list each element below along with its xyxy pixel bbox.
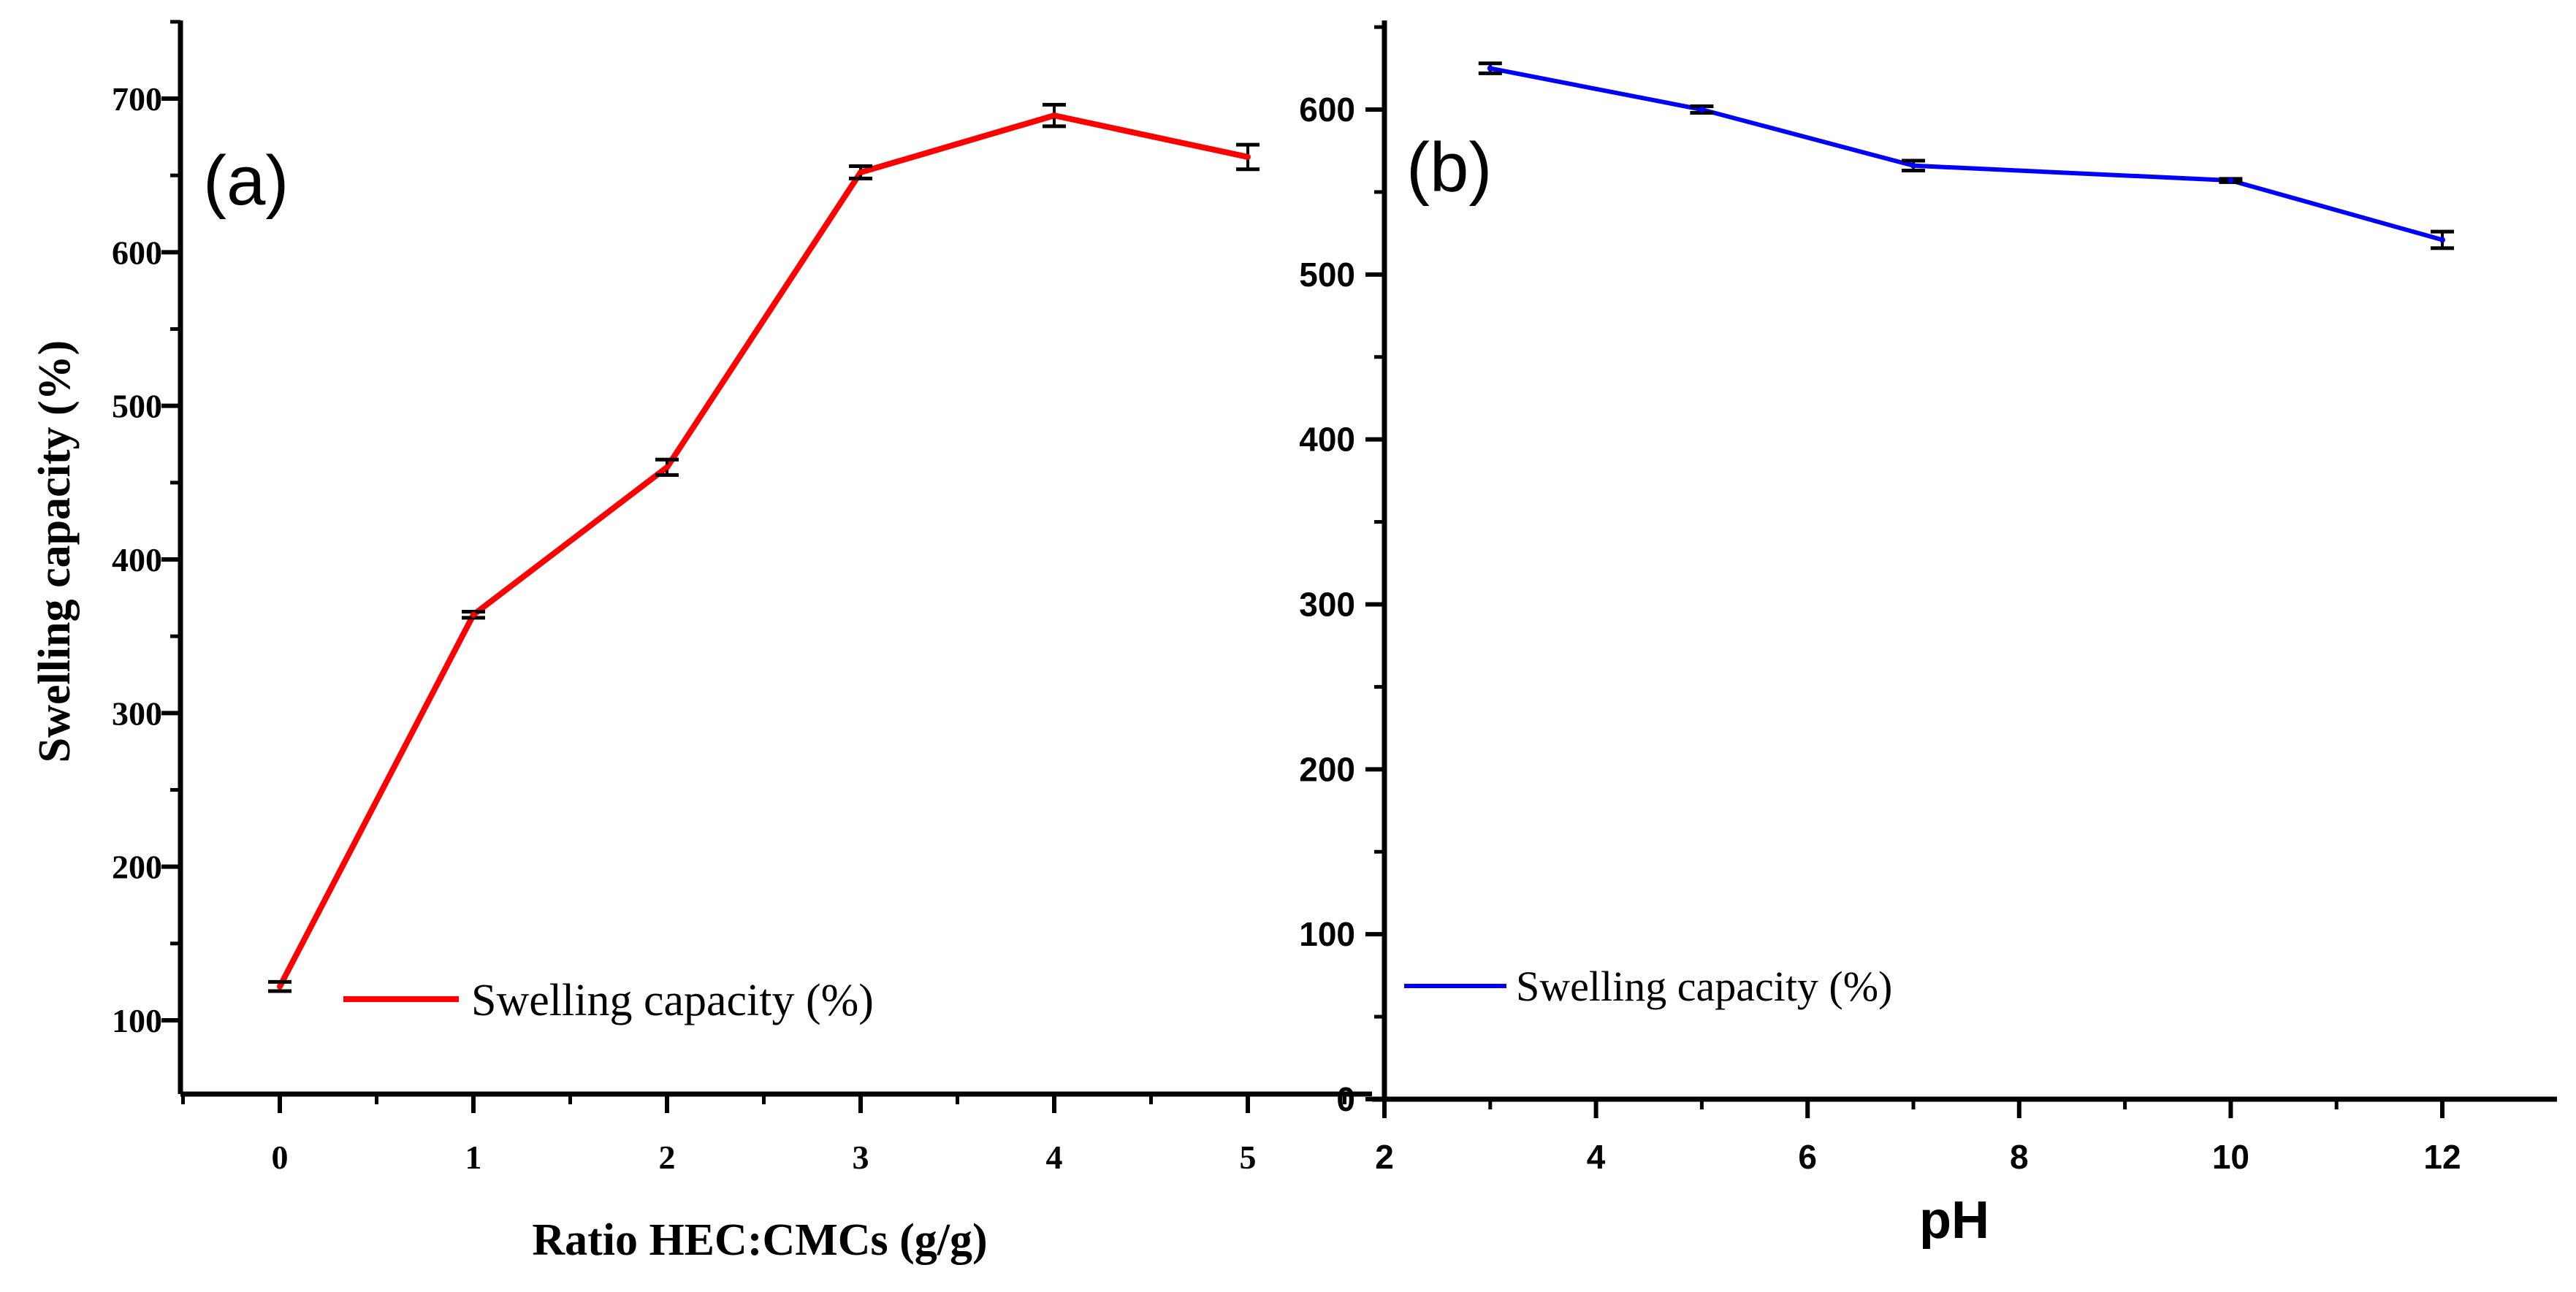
b-x-tick-label: 4 xyxy=(1587,1138,1606,1176)
panel-b-series xyxy=(1478,61,2454,251)
b-x-tick-label: 10 xyxy=(2212,1138,2249,1176)
b-x-tick-label: 8 xyxy=(2010,1138,2029,1176)
b-data-point xyxy=(1487,65,1493,72)
b-y-tick-label: 400 xyxy=(1299,421,1355,459)
b-data-point xyxy=(1910,162,1916,169)
panel-a-series xyxy=(268,102,1260,993)
panel-b: 2 4 6 8 10 12 0 100 200 300 400 500 600 (b) pH Swell… xyxy=(1299,20,2557,1250)
a-data-point xyxy=(277,983,283,990)
panel-a-label: (a) xyxy=(203,142,289,220)
a-x-tick-label: 2 xyxy=(659,1139,676,1176)
a-x-tick-label: 0 xyxy=(272,1139,289,1176)
b-data-point xyxy=(1699,107,1705,112)
b-x-tick-label: 2 xyxy=(1375,1138,1394,1176)
panel-b-x-axis-title: pH xyxy=(1919,1191,1989,1250)
a-data-point xyxy=(1051,112,1057,119)
b-y-tick-label: 0 xyxy=(1336,1080,1355,1118)
panel-a: 0 1 2 3 4 5 100 200 300 400 500 600 700 (a) Swelling… xyxy=(30,20,1372,1265)
panel-a-legend-label: Swelling capacity (%) xyxy=(471,976,874,1025)
panel-b-legend-label: Swelling capacity (%) xyxy=(1516,963,1892,1010)
panel-a-ticks xyxy=(161,20,1346,1113)
a-y-tick-label: 300 xyxy=(112,695,162,732)
b-x-tick-label: 6 xyxy=(1798,1138,1817,1176)
a-data-point xyxy=(858,169,864,175)
b-y-tick-label: 500 xyxy=(1299,256,1355,294)
a-y-tick-label: 200 xyxy=(112,849,162,886)
a-data-point xyxy=(664,464,670,470)
a-data-point xyxy=(470,611,476,618)
a-y-tick-label: 400 xyxy=(112,541,162,578)
b-data-point xyxy=(2228,177,2234,184)
b-y-tick-label: 200 xyxy=(1299,750,1355,788)
panel-b-label: (b) xyxy=(1406,129,1492,207)
a-x-tick-label: 1 xyxy=(465,1139,482,1176)
a-series-line xyxy=(277,112,1249,988)
a-x-tick-label: 5 xyxy=(1240,1139,1257,1176)
a-x-tick-label: 3 xyxy=(853,1139,869,1176)
panel-b-ticks xyxy=(1365,25,2444,1118)
panel-a-y-axis-title: Swelling capacity (%) xyxy=(30,340,80,763)
panel-a-legend: Swelling capacity (%) xyxy=(343,976,874,1025)
b-series-line xyxy=(1490,66,2443,242)
panel-b-tick-labels: 2 4 6 8 10 12 0 100 200 300 400 500 600 xyxy=(1299,91,2461,1176)
a-y-tick-label: 100 xyxy=(112,1002,162,1039)
a-y-tick-label: 700 xyxy=(112,80,162,118)
b-data-point xyxy=(2439,237,2445,243)
panel-a-x-axis-title: Ratio HEC:CMCs (g/g) xyxy=(532,1215,987,1265)
b-y-tick-label: 600 xyxy=(1299,91,1355,129)
b-y-tick-label: 100 xyxy=(1299,915,1355,953)
b-y-tick-label: 300 xyxy=(1299,586,1355,624)
a-x-tick-label: 4 xyxy=(1046,1139,1063,1176)
panel-b-legend: Swelling capacity (%) xyxy=(1404,963,1892,1010)
b-x-tick-label: 12 xyxy=(2423,1138,2461,1176)
panel-a-tick-labels: 0 1 2 3 4 5 100 200 300 400 500 600 700 xyxy=(112,80,1257,1176)
a-y-tick-label: 600 xyxy=(112,234,162,271)
a-y-tick-label: 500 xyxy=(112,388,162,425)
a-data-point xyxy=(1245,153,1251,160)
